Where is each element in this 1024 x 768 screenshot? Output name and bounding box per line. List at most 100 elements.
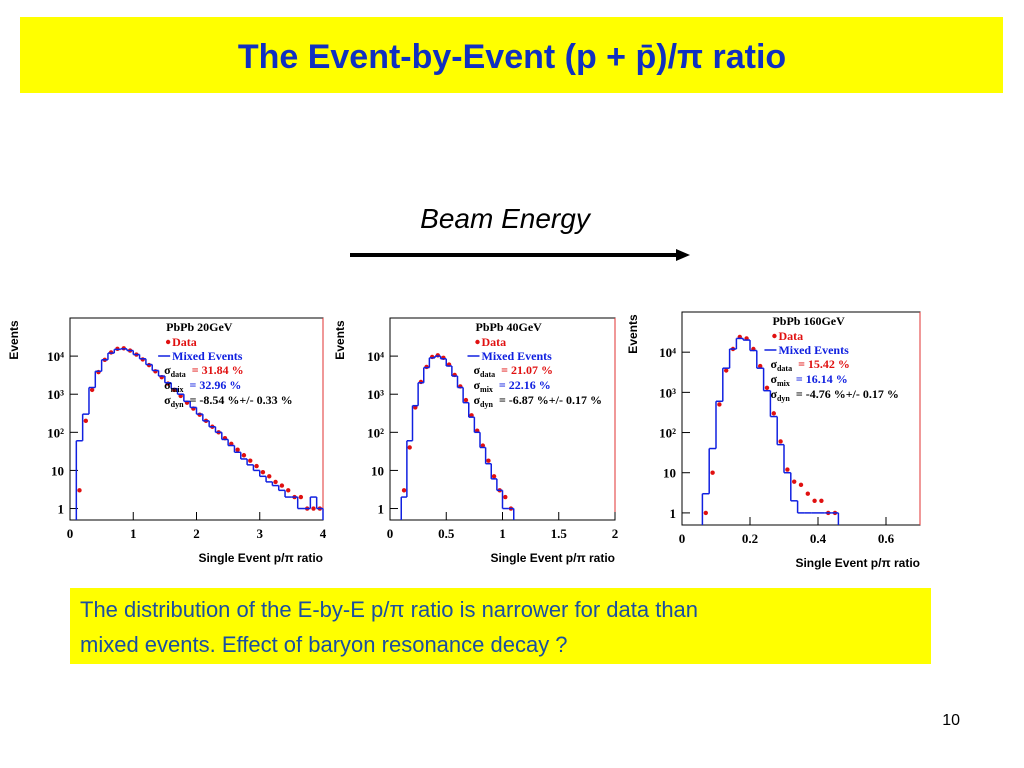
x-axis-label: Single Event p/π ratio	[198, 551, 323, 565]
data-point	[407, 445, 412, 450]
data-point	[279, 483, 285, 488]
x-tick-label: 2	[193, 526, 200, 541]
stat-line: σdata = 15.42 %	[770, 357, 850, 373]
y-tick-label: 10³	[47, 387, 64, 402]
stat-value: = 16.14 %	[796, 372, 848, 386]
data-point	[83, 418, 89, 424]
data-point	[491, 474, 497, 479]
slide-title: The Event-by-Event (p + p̄)/π ratio	[238, 38, 786, 76]
stat-line: σdyn = -8.54 %+/- 0.33 %	[164, 393, 292, 409]
stat-subscript: data	[777, 364, 792, 373]
x-tick-label: 0.2	[742, 531, 758, 546]
data-point	[717, 402, 722, 407]
data-point	[286, 488, 291, 493]
y-tick-label: 10	[371, 463, 384, 478]
x-tick-label: 1	[130, 526, 137, 541]
page-number: 10	[942, 712, 960, 729]
data-point	[469, 413, 474, 418]
y-axis-label: Events	[333, 320, 347, 360]
legend-entry: Data	[482, 335, 507, 349]
y-tick-label: 1	[58, 502, 65, 517]
data-point	[805, 491, 810, 496]
plot-area	[389, 317, 616, 521]
chart-title: PbPb 160GeV	[772, 314, 845, 328]
x-tick-label: 0.6	[878, 531, 895, 546]
x-axis-label: Single Event p/π ratio	[490, 551, 615, 565]
note-line: The distribution of the E-by-E p/π ratio…	[80, 597, 698, 622]
data-point	[235, 447, 240, 452]
title-box	[20, 17, 1003, 93]
data-point	[819, 498, 824, 504]
y-tick-label: 10²	[47, 425, 64, 440]
data-point	[480, 443, 486, 448]
data-point	[771, 411, 776, 416]
x-tick-label: 4	[320, 526, 327, 541]
stat-symbol: σ	[474, 378, 481, 392]
plot-area	[681, 311, 921, 526]
stat-value: = 21.07 %	[501, 363, 553, 377]
legend-entry: Mixed Events	[778, 343, 849, 357]
data-point	[703, 510, 708, 516]
data-point	[273, 479, 278, 485]
legend-entry: Data	[778, 329, 803, 343]
stat-symbol: σ	[164, 363, 171, 377]
x-tick-label: 0.4	[810, 531, 827, 546]
x-tick-label: 0.5	[438, 526, 455, 541]
stat-symbol: σ	[474, 363, 481, 377]
x-tick-label: 3	[257, 526, 264, 541]
y-tick-label: 10²	[367, 425, 384, 440]
stat-line: σdata = 21.07 %	[474, 363, 554, 379]
data-point	[298, 494, 304, 500]
y-tick-label: 10⁴	[367, 349, 384, 364]
data-point	[401, 488, 407, 493]
data-point	[812, 498, 817, 504]
data-point	[248, 458, 253, 463]
stat-subscript: data	[480, 370, 495, 379]
stat-line: σmix = 22.16 %	[474, 378, 551, 394]
arrow-label: Beam Energy	[420, 203, 592, 234]
stat-subscript: dyn	[171, 400, 184, 409]
x-tick-label: 1.5	[551, 526, 568, 541]
stat-symbol: σ	[770, 387, 777, 401]
legend-entry: Mixed Events	[172, 349, 243, 363]
y-tick-label: 10	[51, 463, 64, 478]
y-tick-label: 10³	[367, 387, 384, 402]
data-point	[311, 506, 316, 511]
y-tick-label: 10	[663, 466, 676, 481]
data-point	[89, 387, 95, 393]
stat-subscript: mix	[777, 379, 790, 388]
y-tick-label: 1	[378, 502, 385, 517]
stat-symbol: σ	[474, 393, 481, 407]
y-tick-label: 10⁴	[47, 349, 64, 364]
stat-value: = -8.54 %+/- 0.33 %	[190, 393, 293, 407]
data-point	[724, 368, 729, 373]
legend-dot	[772, 333, 777, 339]
data-point	[764, 385, 770, 390]
y-axis-label: Events	[626, 314, 640, 354]
legend-dot	[475, 339, 480, 345]
stat-line: σdyn = -6.87 %+/- 0.17 %	[474, 393, 602, 409]
y-tick-label: 10⁴	[659, 345, 676, 360]
stat-subscript: data	[171, 370, 186, 379]
stat-line: σmix = 16.14 %	[770, 372, 847, 388]
stat-line: σdata = 31.84 %	[164, 363, 244, 379]
stat-symbol: σ	[770, 372, 777, 386]
y-tick-label: 10²	[659, 426, 676, 441]
data-point	[77, 488, 82, 493]
arrow-head	[676, 249, 690, 261]
stat-value: = 31.84 %	[192, 363, 244, 377]
stat-value: = 22.16 %	[499, 378, 551, 392]
chart-title: PbPb 20GeV	[166, 320, 233, 334]
stat-symbol: σ	[164, 393, 171, 407]
data-point	[798, 482, 804, 488]
data-point	[503, 494, 508, 500]
data-point	[463, 397, 469, 403]
data-point	[785, 467, 790, 472]
stat-subscript: dyn	[480, 400, 493, 409]
stat-symbol: σ	[164, 378, 171, 392]
x-tick-label: 1	[499, 526, 506, 541]
y-tick-label: 10³	[659, 385, 676, 400]
data-point	[792, 479, 797, 484]
stat-line: σdyn = -4.76 %+/- 0.17 %	[770, 387, 898, 403]
